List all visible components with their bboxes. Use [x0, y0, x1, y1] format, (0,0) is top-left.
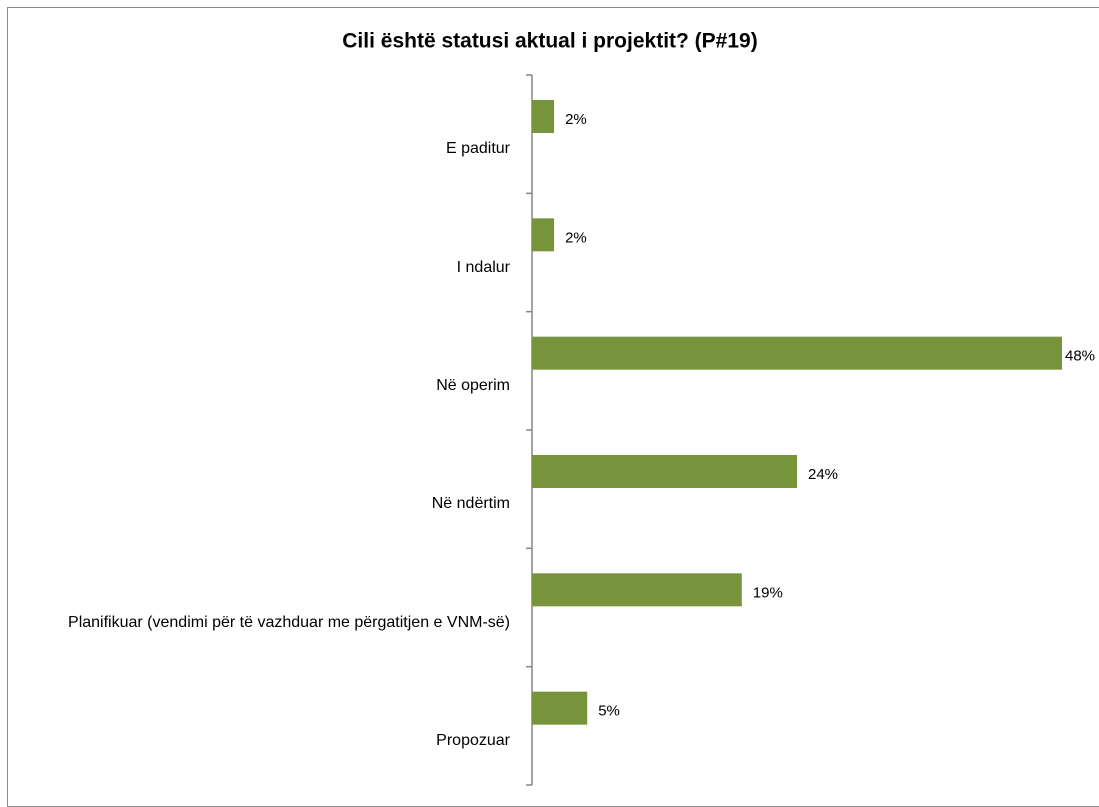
- bar: [532, 336, 1062, 370]
- category-label: Planifikuar (vendimi për të vazhduar me …: [68, 613, 510, 631]
- category-label: Në operim: [436, 376, 510, 394]
- category-label: Propozuar: [436, 731, 510, 749]
- category-label: Në ndërtim: [431, 495, 510, 513]
- bar: [532, 691, 588, 725]
- category-label: I ndalur: [456, 258, 510, 276]
- value-label: 2%: [565, 111, 587, 128]
- category-label: E paditur: [445, 140, 510, 158]
- value-label: 2%: [565, 229, 587, 246]
- bar: [532, 100, 555, 133]
- value-label: 48%: [1065, 348, 1095, 365]
- value-label: 19%: [753, 584, 783, 601]
- bar: [532, 218, 555, 252]
- value-label: 24%: [808, 466, 838, 483]
- chart-title: Cili është statusi aktual i projektit? (…: [342, 30, 757, 53]
- value-label: 5%: [598, 703, 620, 720]
- bar: [532, 573, 742, 607]
- bar: [532, 455, 797, 488]
